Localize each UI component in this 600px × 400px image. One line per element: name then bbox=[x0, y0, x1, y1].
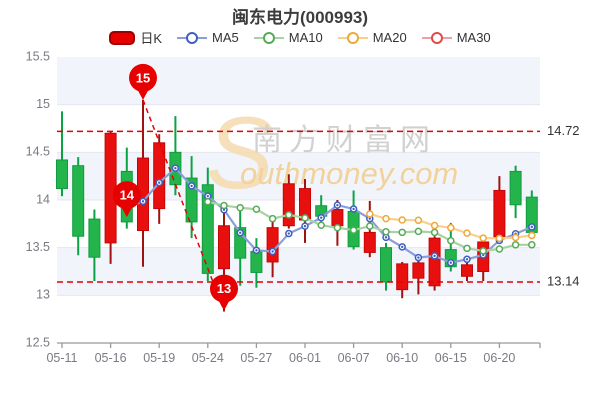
ma5-marker-icon bbox=[177, 31, 208, 44]
legend-item-daily-k[interactable]: 日K bbox=[109, 28, 162, 47]
y-tick-label: 12.5 bbox=[26, 335, 50, 349]
candle-05-31 bbox=[282, 174, 295, 229]
candle-05-26 bbox=[234, 208, 247, 286]
x-tick-label: 05-16 bbox=[95, 351, 127, 365]
x-tick-label: 06-15 bbox=[435, 351, 467, 365]
candle-06-21 bbox=[509, 165, 522, 219]
legend-item-ma5[interactable]: MA5 bbox=[177, 30, 239, 45]
svg-text:13: 13 bbox=[217, 281, 231, 296]
trend-line bbox=[142, 99, 225, 311]
x-tick-label: 06-20 bbox=[483, 351, 515, 365]
candle-06-09 bbox=[380, 242, 392, 291]
y-tick-label: 13 bbox=[36, 288, 50, 302]
candle-06-13 bbox=[412, 261, 425, 295]
svg-text:南方财富网: 南方财富网 bbox=[252, 124, 437, 157]
reference-label: 14.72 bbox=[547, 123, 580, 138]
x-tick-label: 05-24 bbox=[192, 351, 224, 365]
svg-text:S: S bbox=[206, 96, 274, 210]
chart-legend: 日K MA5 MA10 MA20 MA30 bbox=[0, 28, 600, 47]
legend-label: MA5 bbox=[212, 30, 239, 45]
svg-text:15: 15 bbox=[136, 70, 150, 85]
x-tick-label: 06-07 bbox=[338, 351, 370, 365]
ma10-marker-icon bbox=[253, 31, 284, 44]
legend-label: 日K bbox=[140, 31, 163, 46]
legend-label: MA20 bbox=[372, 30, 407, 45]
y-tick-label: 14.5 bbox=[26, 145, 50, 159]
ma30-marker-icon bbox=[421, 31, 452, 44]
annotation-balloon-13: 13 bbox=[210, 274, 238, 311]
x-tick-label: 05-11 bbox=[46, 351, 77, 365]
ma20-line bbox=[366, 210, 536, 243]
candle-05-23 bbox=[185, 156, 198, 239]
y-tick-label: 15.5 bbox=[26, 49, 50, 63]
x-tick-label: 06-01 bbox=[289, 351, 321, 365]
ma20-marker-icon bbox=[337, 31, 368, 44]
y-tick-label: 15 bbox=[36, 97, 50, 111]
annotation-balloon-14: 14 bbox=[112, 181, 141, 218]
y-axis: 15.5 15 14.5 14 13.5 13 12.5 bbox=[26, 49, 50, 349]
candle-05-11 bbox=[56, 111, 68, 197]
x-tick-label: 05-19 bbox=[143, 351, 175, 365]
legend-label: MA10 bbox=[288, 30, 323, 45]
candle-06-14 bbox=[428, 236, 441, 291]
legend-item-ma30[interactable]: MA30 bbox=[421, 30, 491, 45]
y-tick-label: 13.5 bbox=[26, 240, 50, 254]
candle-05-13 bbox=[88, 209, 101, 282]
candle-05-18 bbox=[137, 99, 149, 267]
reference-line-13.14: 13.14 bbox=[57, 273, 580, 288]
reference-line-14.72: 14.72 bbox=[57, 123, 580, 138]
chart-title: 闽东电力(000993) bbox=[231, 8, 369, 27]
candle-06-10 bbox=[396, 261, 409, 299]
x-axis: 05-11 05-16 05-19 05-24 05-27 06-01 06-07 06-10… bbox=[46, 342, 541, 365]
annotation-balloon-15: 15 bbox=[129, 63, 157, 100]
candle-05-24 bbox=[201, 167, 214, 282]
reference-label: 13.14 bbox=[547, 273, 580, 288]
legend-item-ma20[interactable]: MA20 bbox=[337, 30, 407, 45]
candle-05-20 bbox=[169, 116, 182, 196]
candle-06-16 bbox=[461, 261, 473, 282]
x-tick-label: 05-27 bbox=[240, 351, 272, 365]
legend-label: MA30 bbox=[456, 30, 491, 45]
candle-05-12 bbox=[72, 157, 85, 256]
ma10-line bbox=[204, 198, 536, 255]
candle-06-01 bbox=[299, 179, 311, 243]
ma5-line bbox=[123, 164, 536, 267]
x-tick-label: 06-10 bbox=[386, 351, 418, 365]
y-tick-label: 14 bbox=[36, 192, 50, 206]
candlestick-swatch-icon bbox=[109, 30, 136, 45]
svg-text:outhmoney.com: outhmoney.com bbox=[240, 156, 458, 191]
svg-text:14: 14 bbox=[120, 188, 135, 203]
legend-item-ma10[interactable]: MA10 bbox=[253, 30, 323, 45]
